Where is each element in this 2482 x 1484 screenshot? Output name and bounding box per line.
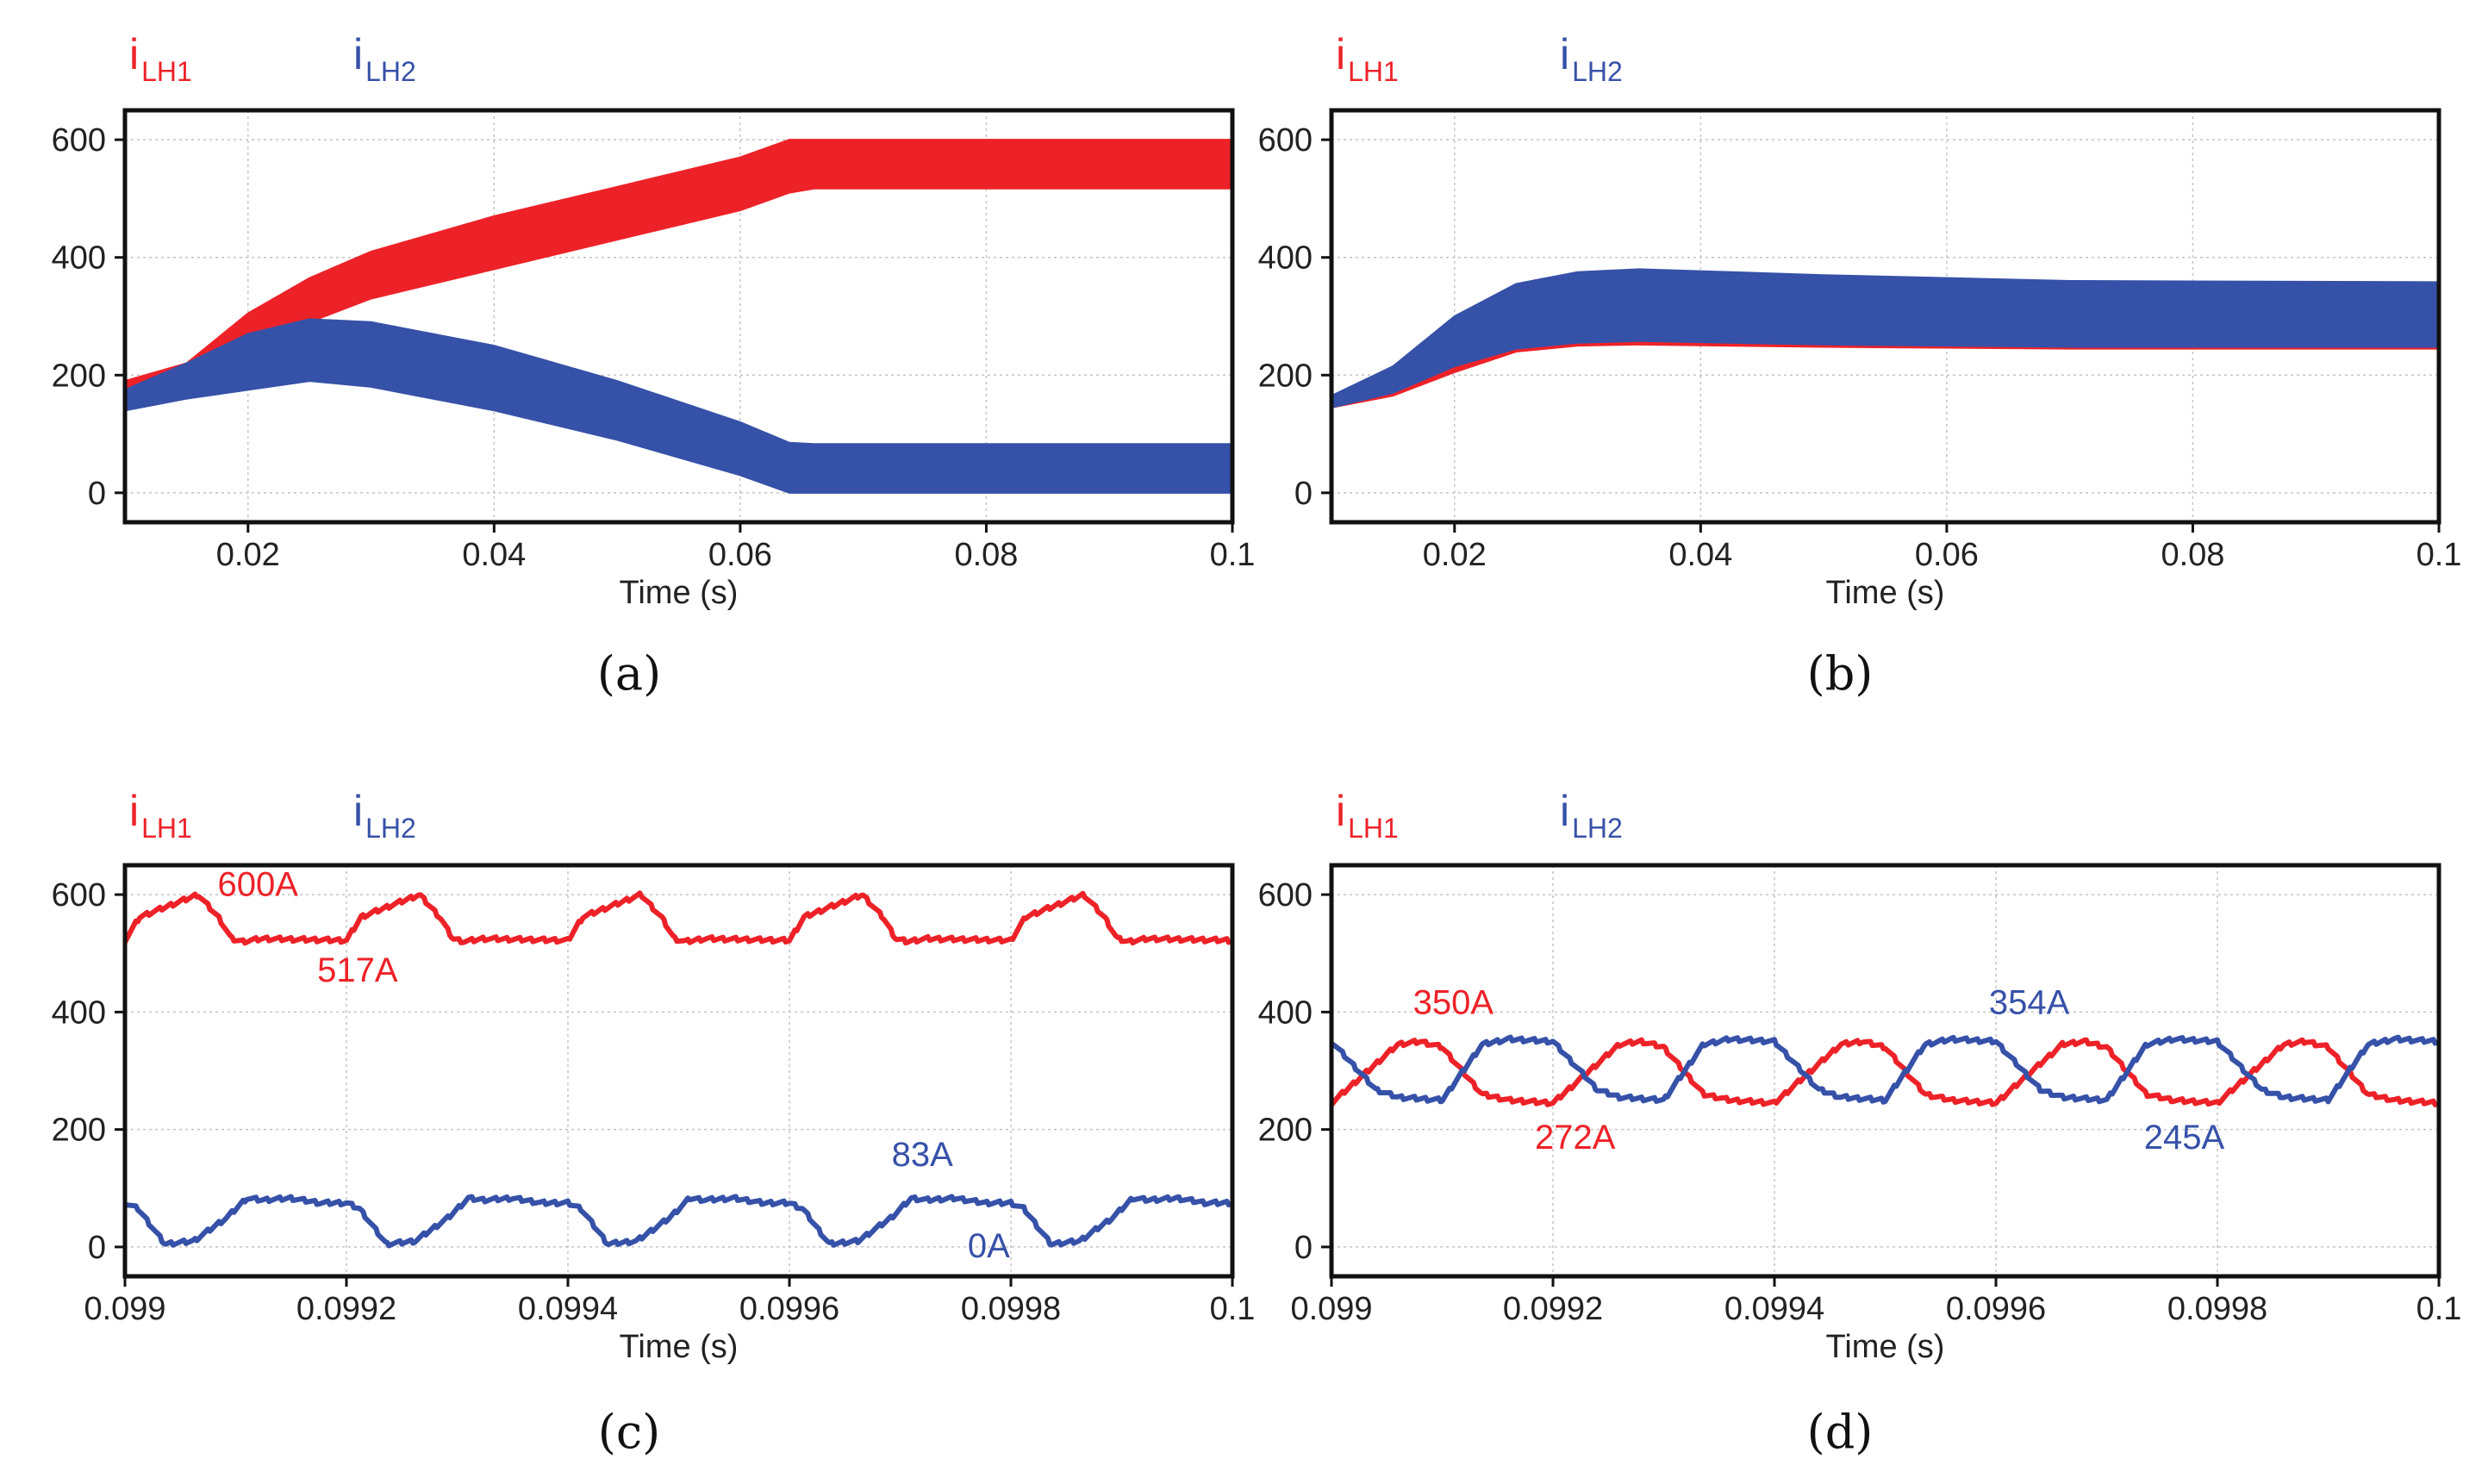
- x-tick-label: 0.0996: [739, 1291, 839, 1327]
- y-tick-label: 600: [52, 122, 106, 159]
- series-iLH2-line: [125, 1194, 1232, 1249]
- x-tick-label: 0.099: [1290, 1291, 1372, 1327]
- legend-entry-lh1: iLH1: [1336, 30, 1399, 87]
- annotation-label: 350A: [1413, 983, 1494, 1021]
- x-tick-label: 0.0998: [961, 1291, 1061, 1327]
- x-tick-label: 0.0992: [296, 1291, 396, 1327]
- series-iLH1-line: [1331, 1037, 2439, 1107]
- panel-caption-d: (d): [1807, 1405, 1874, 1459]
- panel-caption-c: (c): [598, 1405, 660, 1459]
- x-tick-label: 0.06: [1915, 537, 1979, 573]
- x-tick-label: 0.06: [708, 537, 772, 573]
- panel-d: 0 200 400 600 0.099 0.0992 0.0994 0.0996 0.0998 0…: [1258, 787, 2462, 1459]
- y-tick-label: 200: [1258, 1113, 1313, 1149]
- annotation-label: 517A: [317, 951, 398, 989]
- series-iLH2-band: [1331, 268, 2439, 408]
- y-tick-label: 200: [1258, 358, 1313, 394]
- plot-frame-b: [1329, 108, 2441, 525]
- y-tick-label: 400: [1258, 995, 1313, 1031]
- plot-area-d: [1331, 865, 2439, 1276]
- series-group-a: [125, 139, 1232, 494]
- y-tick-label: 600: [1258, 877, 1313, 913]
- y-tick-label: 0: [88, 1230, 106, 1266]
- annotation-label: 354A: [1989, 983, 2070, 1021]
- series-group-d: [1331, 1034, 2439, 1107]
- panel-b: 0 200 400 600 0.02 0.04 0.06 0.08 0.1 Time (s) iLH…: [1258, 30, 2462, 701]
- x-axis-label: Time (s): [620, 575, 739, 611]
- plot-frame-c: [122, 863, 1235, 1279]
- y-tick-label: 200: [52, 358, 106, 394]
- series-iLH2-band: [125, 318, 1232, 494]
- series-iLH2-line: [1331, 1034, 2439, 1105]
- x-tick-label: 0.02: [1423, 537, 1487, 573]
- y-tick-label: 400: [1258, 240, 1313, 277]
- y-tick-label: 600: [1258, 122, 1313, 159]
- x-tick-label: 0.0994: [1724, 1291, 1824, 1327]
- x-axis-label: Time (s): [620, 1329, 739, 1365]
- y-tick-label: 600: [52, 877, 106, 913]
- annotation-label: 272A: [1535, 1119, 1616, 1157]
- legend-entry-lh1: iLH1: [129, 30, 192, 87]
- x-tick-label: 0.04: [462, 537, 526, 573]
- annotation-label: 83A: [892, 1136, 953, 1174]
- x-tick-label: 0.0996: [1946, 1291, 2046, 1327]
- plot-area-c: [125, 865, 1232, 1276]
- annotation-label: 0A: [968, 1227, 1010, 1265]
- legend-entry-lh2: iLH2: [1560, 30, 1623, 87]
- x-tick-label: 0.0994: [518, 1291, 618, 1327]
- x-tick-label: 0.1: [1210, 537, 1256, 573]
- y-tick-label: 200: [52, 1113, 106, 1149]
- panel-c: 0 200 400 600 0.099 0.0992 0.0994 0.0996 0.0998 0…: [52, 787, 1256, 1459]
- x-tick-label: 0.099: [84, 1291, 165, 1327]
- panel-caption-b: (b): [1807, 646, 1874, 701]
- y-tick-label: 400: [52, 240, 106, 277]
- series-group-b: [1331, 268, 2439, 408]
- x-tick-label: 0.08: [2161, 537, 2224, 573]
- y-tick-label: 0: [1294, 476, 1313, 512]
- plot-frame-a: [122, 108, 1235, 525]
- legend-entry-lh2: iLH2: [353, 30, 416, 87]
- plot-frame-d: [1329, 863, 2441, 1279]
- x-tick-label: 0.0992: [1503, 1291, 1603, 1327]
- annotation-label: 600A: [217, 865, 298, 903]
- legend-entry-lh2: iLH2: [353, 787, 416, 844]
- x-tick-label: 0.04: [1668, 537, 1732, 573]
- x-tick-label: 0.1: [2417, 537, 2462, 573]
- y-tick-label: 0: [1294, 1230, 1313, 1266]
- x-tick-label: 0.1: [1210, 1291, 1256, 1327]
- y-tick-label: 400: [52, 995, 106, 1031]
- x-axis-label: Time (s): [1826, 1329, 1945, 1365]
- legend-entry-lh1: iLH1: [129, 787, 192, 844]
- panel-caption-a: (a): [597, 646, 661, 701]
- series-group-c: [125, 890, 1232, 1249]
- x-tick-label: 0.1: [2417, 1291, 2462, 1327]
- x-axis-label: Time (s): [1826, 575, 1945, 611]
- legend-entry-lh2: iLH2: [1560, 787, 1623, 844]
- y-tick-label: 0: [88, 476, 106, 512]
- x-tick-label: 0.0998: [2167, 1291, 2267, 1327]
- x-tick-label: 0.02: [216, 537, 280, 573]
- panel-a: 0 200 400 600 0.02 0.04 0.06 0.08 0.1 Time (s) iLH…: [52, 30, 1256, 701]
- legend-entry-lh1: iLH1: [1336, 787, 1399, 844]
- annotation-label: 245A: [2144, 1119, 2225, 1157]
- x-tick-label: 0.08: [954, 537, 1018, 573]
- series-iLH1-line: [125, 890, 1232, 946]
